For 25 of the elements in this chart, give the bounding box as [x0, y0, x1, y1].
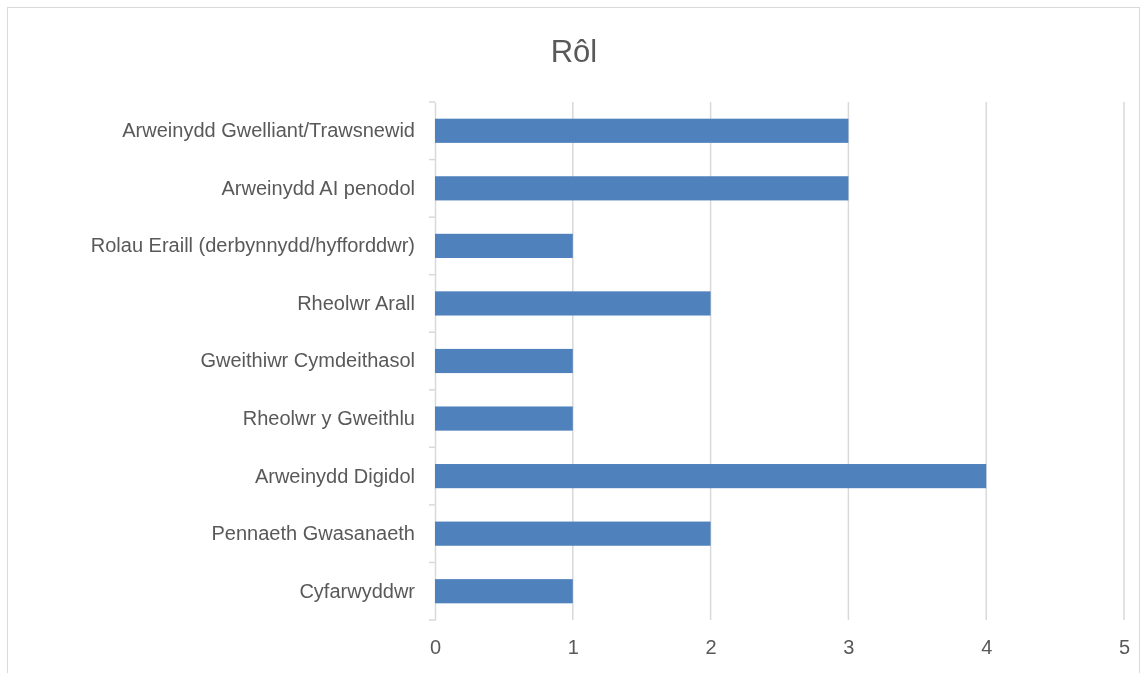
- y-tick-label: Arweinydd AI penodol: [221, 176, 415, 199]
- x-tick-label: 2: [705, 636, 717, 659]
- bar: [435, 291, 711, 316]
- y-tick-label: Gweithiwr Cymdeithasol: [200, 349, 415, 372]
- y-tick-label: Rheolwr Arall: [297, 291, 415, 314]
- y-tick-label: Arweinydd Gwelliant/Trawsnewid: [122, 119, 415, 142]
- bar: [435, 118, 849, 143]
- y-tick-label: Rolau Eraill (derbynnydd/hyfforddwr): [90, 234, 415, 257]
- bar: [435, 521, 711, 546]
- bar: [435, 176, 849, 201]
- bar: [435, 348, 573, 374]
- x-tick-label: 4: [981, 636, 993, 659]
- x-tick-label: 0: [429, 636, 442, 659]
- x-tick-label: 3: [843, 636, 855, 659]
- x-tick-label: 5: [1118, 636, 1131, 659]
- y-tick-label: Cyfarwyddwr: [299, 579, 416, 602]
- bar: [435, 579, 573, 604]
- bar: [435, 233, 573, 258]
- x-tick-label: 1: [567, 636, 579, 659]
- bar: [435, 464, 987, 489]
- y-tick-label: Arweinydd Digidol: [254, 464, 415, 487]
- bar: [435, 406, 573, 431]
- y-tick-label: Rheolwr y Gweithlu: [242, 406, 415, 429]
- y-tick-label: Pennaeth Gwasanaeth: [211, 522, 415, 545]
- chart-title: Rôl: [550, 34, 598, 69]
